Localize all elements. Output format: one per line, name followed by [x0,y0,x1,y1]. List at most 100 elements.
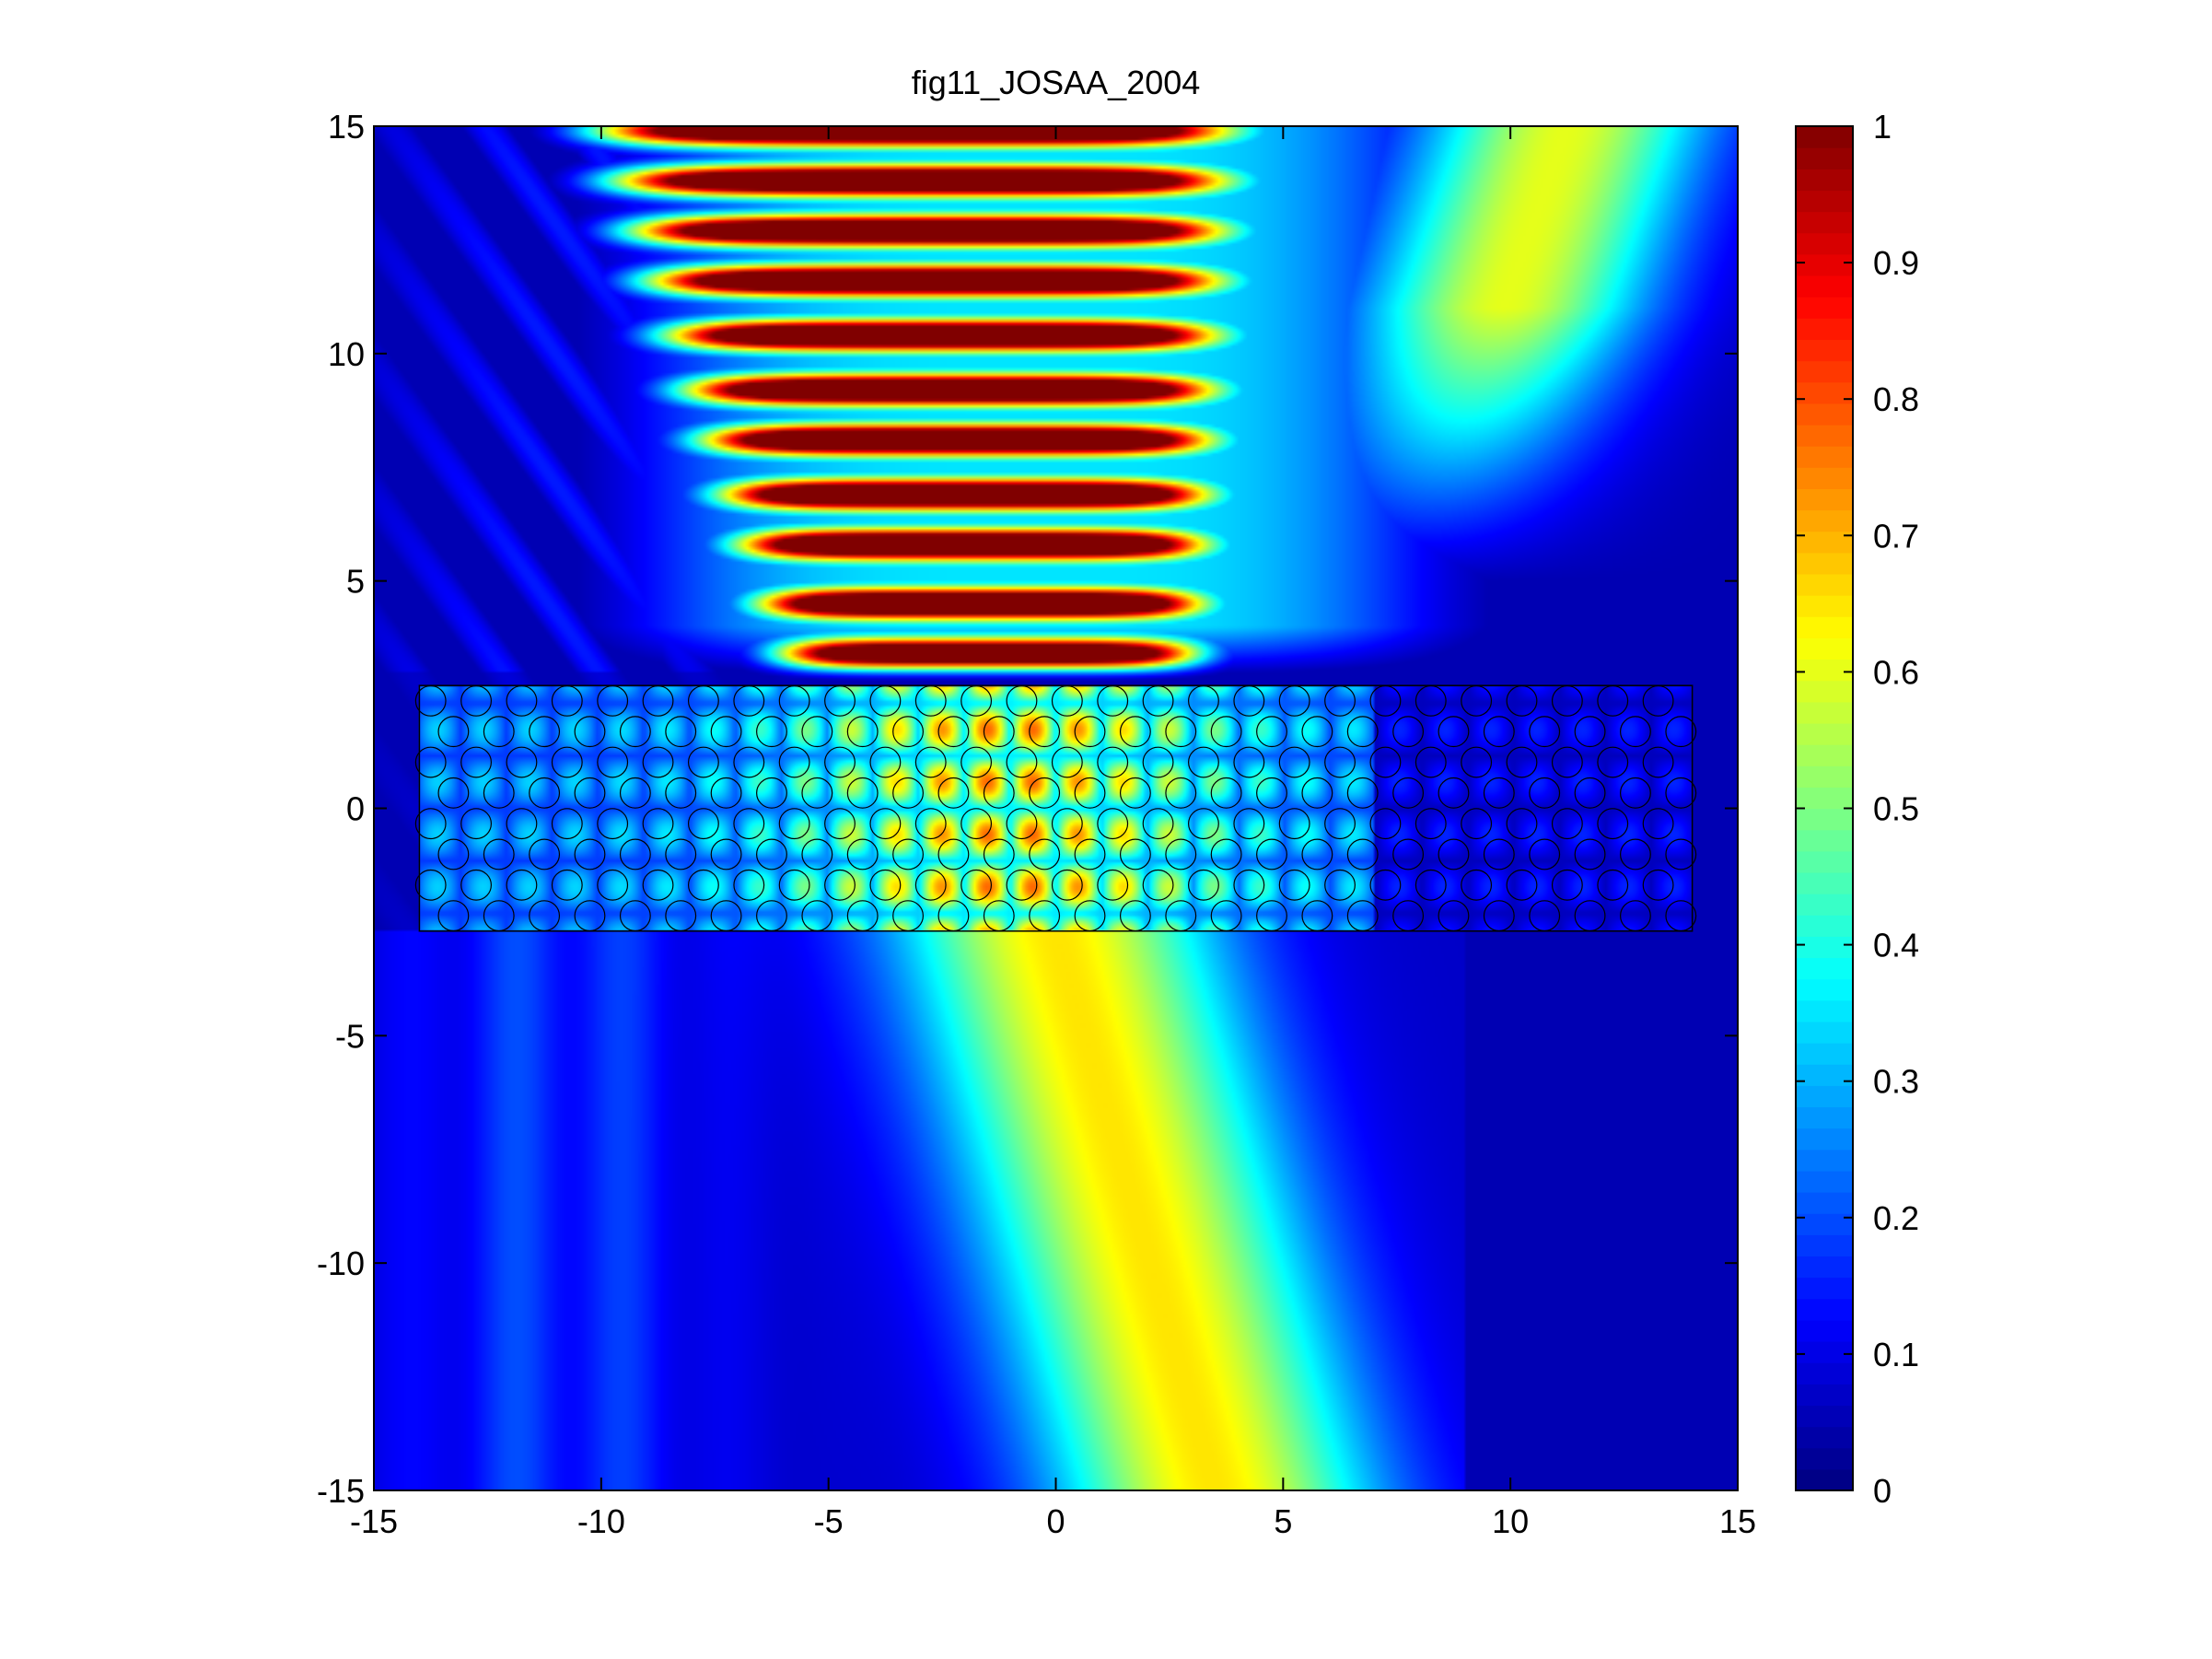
crystal-rod [1233,746,1265,778]
colorbar-step [1796,318,1853,341]
crystal-rod [1051,684,1083,717]
crystal-rod [1506,869,1538,901]
crystal-rod [983,777,1015,809]
crystal-rod [733,746,765,778]
colorbar-step [1796,829,1853,852]
crystal-rod [1346,900,1379,932]
crystal-rod [801,838,833,870]
crystal-rod [1461,869,1493,901]
crystal-rod [1188,808,1219,840]
crystal-rod [1619,777,1651,809]
y-axis: -15 -10 -5 0 5 10 15 [317,108,1738,1510]
colorbar-step [1796,871,1853,894]
crystal-rod [1574,777,1606,809]
heatmap-field [374,126,1738,1490]
crystal-rod [1278,808,1310,840]
crystal-rod [1006,746,1038,778]
crystal-rod [1029,838,1061,870]
y-tick-label: 10 [328,335,365,373]
colorbar-step [1796,253,1853,276]
colorbar-tick-label: 0.7 [1873,517,1919,555]
crystal-rod [1097,808,1129,840]
crystal-rod [1142,746,1174,778]
crystal-rod [687,869,719,901]
chart-title: fig11_JOSAA_2004 [912,64,1201,101]
colorbar-tick-label: 0 [1873,1472,1892,1510]
colorbar-step [1796,297,1853,319]
colorbar-step [1796,1426,1853,1449]
crystal-rod [914,684,947,717]
colorbar-step [1796,999,1853,1022]
colorbar-step [1796,1468,1853,1491]
crystal-rod [1574,838,1606,870]
colorbar-step [1796,957,1853,980]
crystal-rod [506,684,538,717]
crystal-rod [1346,777,1379,809]
crystal-rod [1278,684,1310,717]
y-tick-label: -15 [317,1472,365,1510]
crystal-rod [869,746,902,778]
colorbar-step [1796,787,1853,810]
crystal-rod [551,808,583,840]
y-tick-label: 15 [328,108,365,146]
crystal-rod [1301,777,1333,809]
colorbar-tick-label: 0.5 [1873,790,1919,828]
crystal-rod [824,684,856,717]
crystal-rod [1346,838,1379,870]
crystal-rod [1233,808,1265,840]
crystal-rod [846,900,879,932]
crystal-rod [733,869,765,901]
colorbar-step [1796,531,1853,554]
crystal-rod [892,900,924,932]
x-tick-label: 0 [1046,1502,1065,1540]
crystal-rod [619,900,651,932]
crystal-rod [892,838,924,870]
crystal-rod [574,716,606,748]
crystal-rod [1006,808,1038,840]
crystal-rod [1392,716,1425,748]
crystal-rod [1597,684,1629,717]
crystal-rod [414,684,447,717]
crystal-rod [414,808,447,840]
crystal-rod [892,716,924,748]
slab-boundary [418,684,1694,932]
crystal-rod [1210,716,1242,748]
colorbar-step [1796,232,1853,255]
crystal-rod [960,869,993,901]
crystal-rod [665,716,697,748]
crystal-rod [483,777,515,809]
crystal-rod [1301,716,1333,748]
crystal-rod [1324,684,1356,717]
crystal-rod [756,900,787,932]
colorbar-step [1796,190,1853,213]
crystal-rod [1551,684,1583,717]
crystal-rod [1415,684,1447,717]
crystal-rod [1665,716,1697,748]
colorbar-tick-label: 0.2 [1873,1199,1919,1237]
crystal-rod [483,838,515,870]
crystal-rod [1233,684,1265,717]
crystal-rod [1619,900,1651,932]
crystal-rod [665,777,697,809]
crystal-rod [1597,808,1629,840]
crystal-rod [1142,869,1174,901]
crystal-rod [1438,900,1470,932]
colorbar-step [1796,894,1853,916]
crystal-rod [1438,777,1470,809]
crystal-rod [846,716,879,748]
crystal-rod [529,777,561,809]
colorbar-step [1796,1170,1853,1193]
crystal-rod [1665,777,1697,809]
crystal-rod [1461,684,1493,717]
crystal-rod [1256,838,1287,870]
crystal-rod [960,746,993,778]
crystal-rod [1506,746,1538,778]
colorbar-step [1796,637,1853,660]
colorbar-step [1796,275,1853,298]
crystal-rod [1119,838,1151,870]
crystal-rod [1642,746,1674,778]
colorbar-step [1796,1277,1853,1300]
crystal-rod [801,716,833,748]
crystal-rod [1597,746,1629,778]
crystal-rod [1574,900,1606,932]
